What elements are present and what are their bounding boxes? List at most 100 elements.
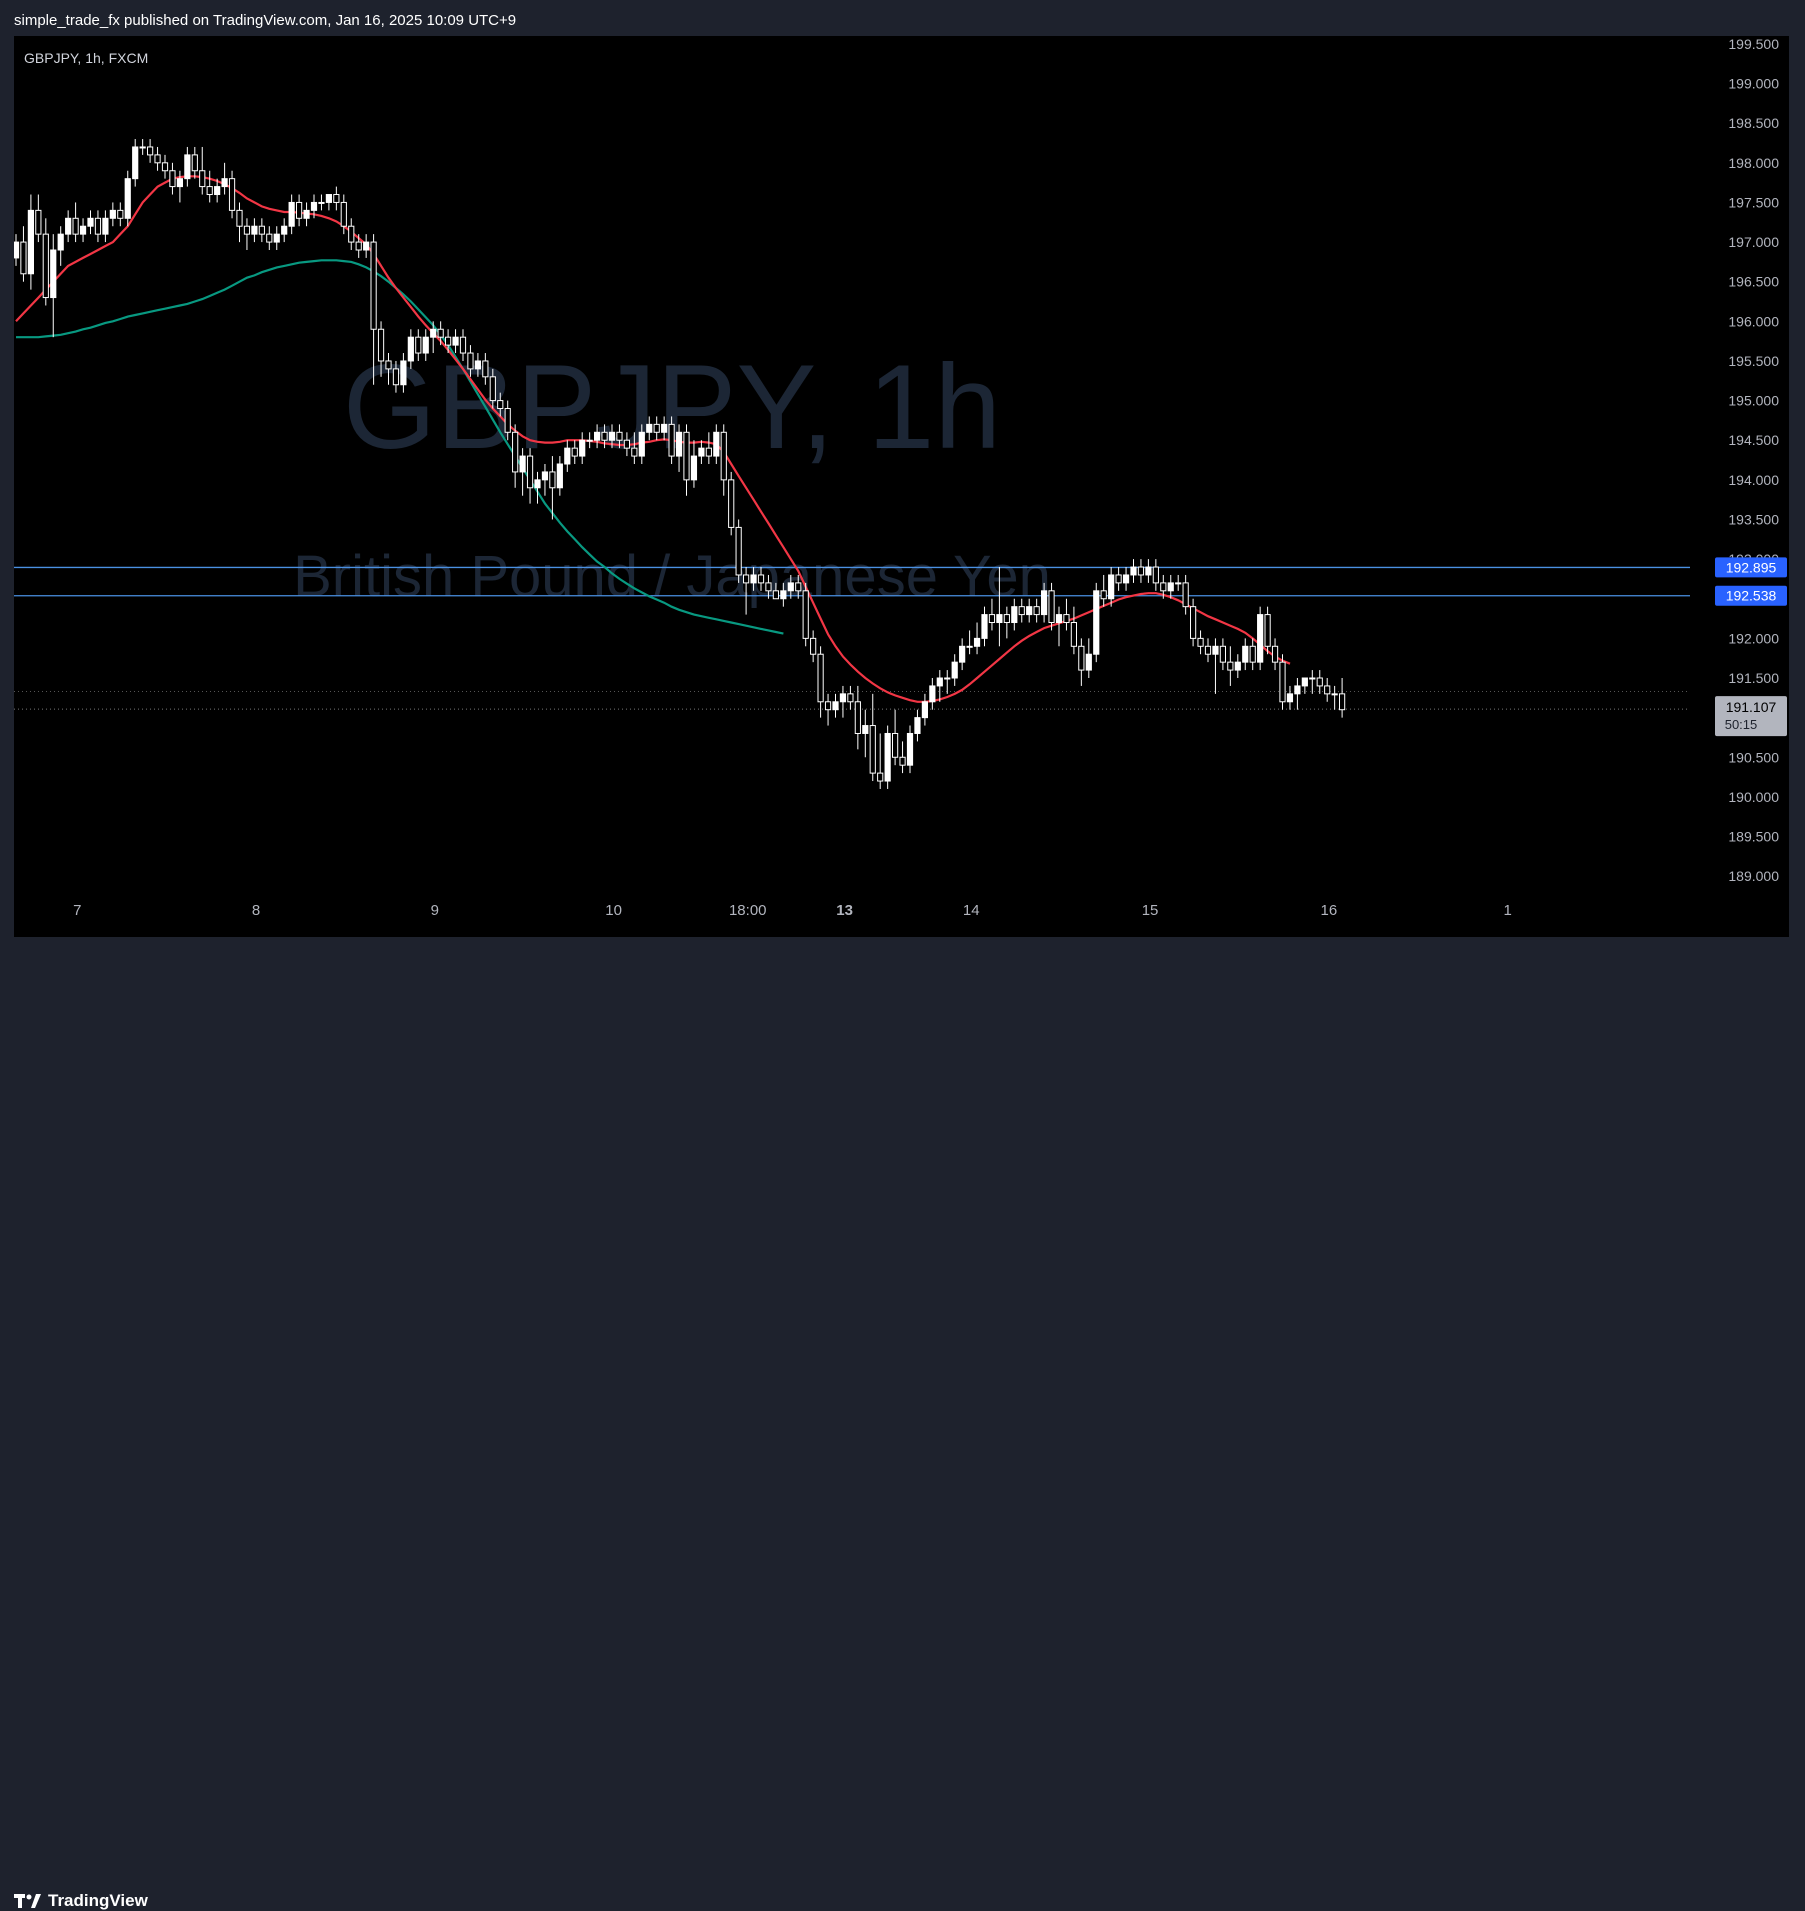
candle-body [579,439,586,457]
candle-body [27,209,34,275]
candle-body [1227,661,1234,671]
tradingview-logo[interactable]: TradingView [14,1891,148,1911]
candle-body [1279,661,1286,703]
time-tick-label: 13 [836,902,853,919]
candle-body [847,693,854,703]
candle-body [266,233,273,243]
time-tick-label: 16 [1321,902,1338,919]
candle-body [228,178,236,211]
hline-price-label: 192.538 [1726,588,1777,604]
candle-body [921,701,928,719]
candle-body [594,431,601,441]
candle-body [102,217,109,235]
candle-body [780,590,787,600]
price-tick-label: 197.000 [1728,234,1779,250]
price-tick-label: 199.000 [1728,76,1779,92]
candle-body [757,574,765,584]
candle-body [675,431,683,457]
candle-body [1339,693,1346,711]
candle-body [564,447,571,465]
candle-body [20,241,27,275]
candle-body [214,186,221,196]
candle-body [1093,590,1100,655]
candle-body [973,637,981,647]
candle-body [832,701,839,711]
candle-body [1011,606,1018,624]
candle-body [325,194,332,203]
footer: TradingView [0,937,1805,1910]
candle-body [1294,685,1301,695]
candle-body [79,225,87,235]
candle-body [206,186,213,196]
candle-body [400,360,407,386]
candle-body [273,233,280,243]
candle-body [1145,566,1152,576]
price-tick-label: 192.000 [1728,630,1779,646]
candle-body [646,423,653,433]
candle-body [1167,582,1174,592]
time-tick-label: 18:00 [729,902,767,919]
hline-price-label: 192.895 [1726,559,1777,575]
candle-body [35,209,42,235]
candle-body [862,725,869,734]
candle-body [966,645,973,648]
candle-body [236,209,243,227]
candle-body [14,241,20,259]
price-tick-label: 193.500 [1728,511,1779,527]
candle-body [288,201,295,227]
candle-body [623,439,630,449]
candle-body [1271,645,1279,663]
candle-body [1130,566,1137,576]
price-tick-label: 191.500 [1728,670,1779,686]
price-tick-label: 195.000 [1728,393,1779,409]
candle-body [698,447,705,457]
candle-body [1234,661,1241,671]
chart-area[interactable]: GBPJPY, 1h British Pound / Japanese Yen 19… [14,36,1789,937]
candle-body [996,614,1003,624]
candle-body [534,479,541,489]
countdown-label: 50:15 [1725,717,1758,732]
candle-body [936,677,943,687]
price-tick-label: 198.000 [1728,155,1779,171]
candle-body [385,360,392,370]
candle-body [452,336,459,346]
candle-body [1115,574,1122,584]
candle-body [951,661,958,679]
candle-body [1182,582,1189,608]
price-tick-label: 195.500 [1728,353,1779,369]
tradingview-logo-text: TradingView [48,1891,148,1910]
candle-body [132,146,139,180]
last-price-badge [1715,696,1787,737]
watermark-subtitle: British Pound / Japanese Yen [293,544,1051,609]
price-tick-label: 196.000 [1728,313,1779,329]
ma-fast-line [15,175,1291,703]
candle-body [258,225,265,235]
candle-body [720,431,727,481]
candle-body [981,614,988,639]
published-info: simple_trade_fx published on TradingView… [14,12,517,29]
price-axis [1690,36,1789,937]
candle-body [1122,574,1130,584]
candle-body [1242,645,1249,663]
candle-body [772,590,779,600]
candle-body [459,336,467,354]
candle-body [1309,677,1316,680]
candle-body [1190,606,1197,639]
candle-body [884,732,891,782]
candle-body [482,360,489,378]
candle-body [1331,693,1338,696]
candle-body [735,526,742,576]
candle-body [430,328,437,338]
candle-body [42,233,49,299]
time-tick-label: 1 [1503,902,1511,919]
candle-body [169,170,176,188]
time-tick-label: 15 [1142,902,1159,919]
candle-body [1204,645,1212,655]
candle-body [1219,645,1227,663]
candle-body [1041,590,1048,616]
candle-body [1063,614,1070,624]
candle-body [631,447,638,457]
candle-body [869,725,876,774]
candle-body [407,336,414,362]
